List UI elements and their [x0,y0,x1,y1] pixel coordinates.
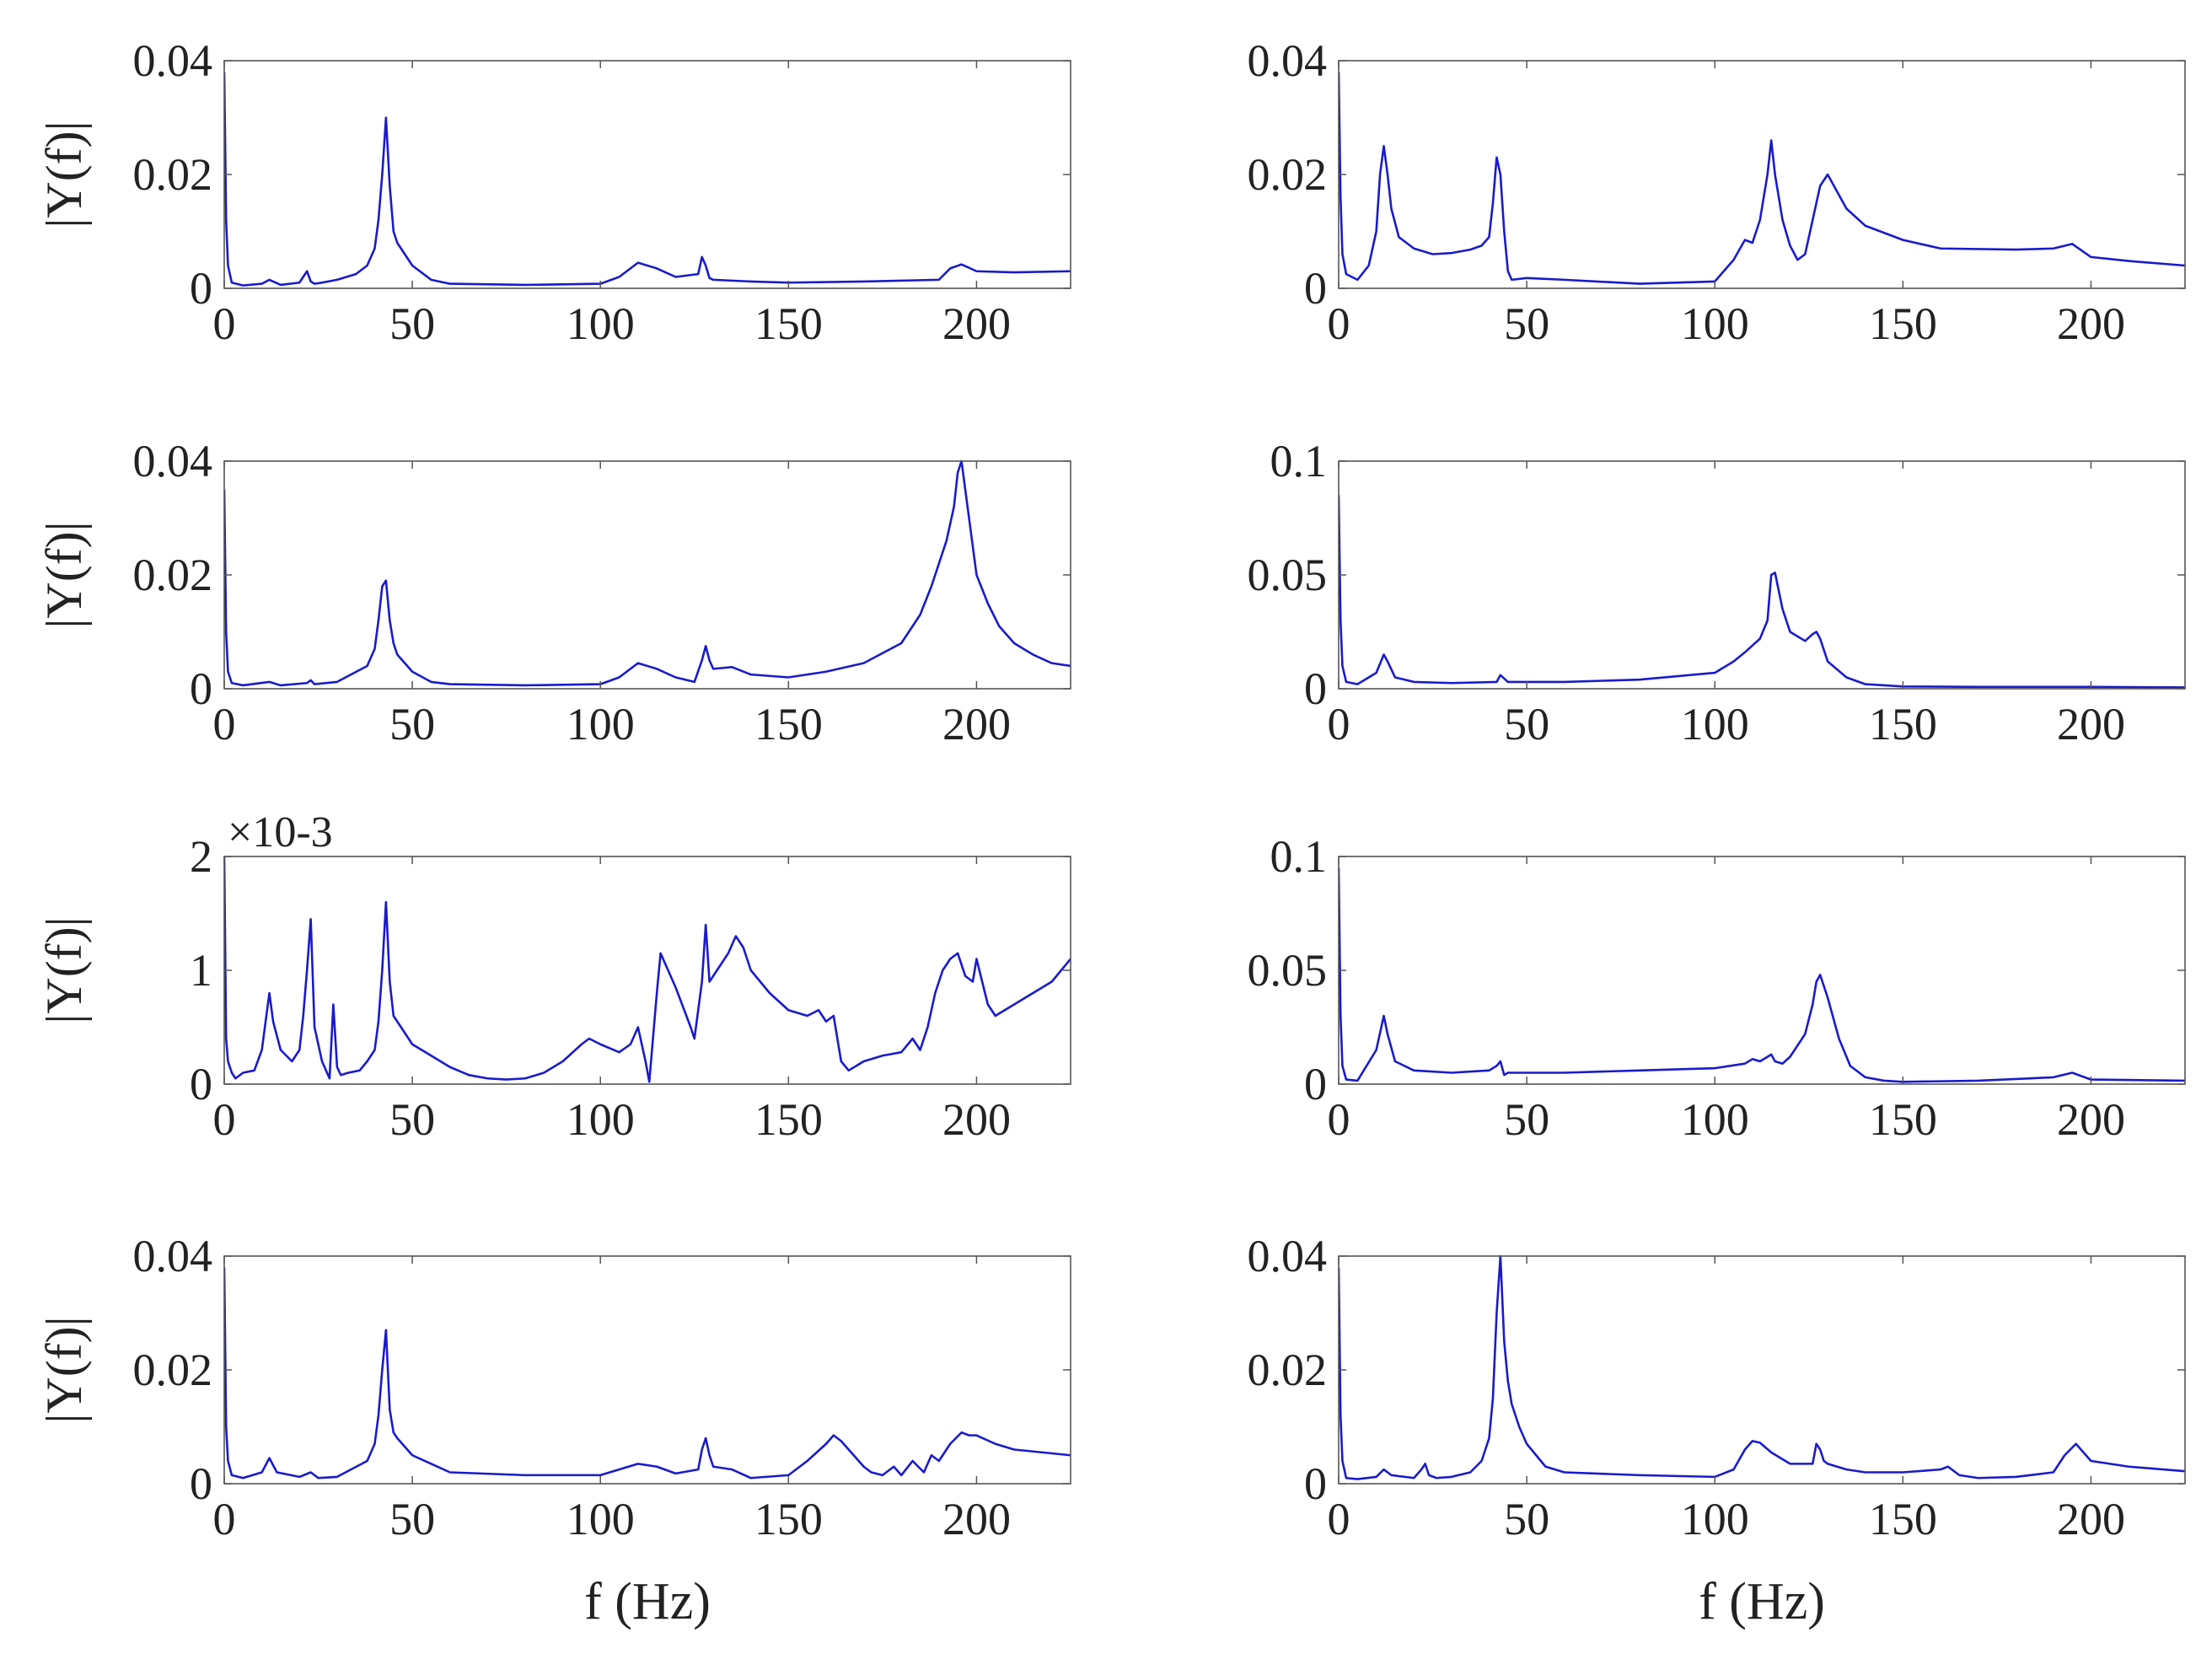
x-tick-label: 200 [942,298,1011,349]
y-tick-label: 0 [190,663,212,714]
y-tick-label: 0.02 [133,149,213,200]
panel-row4-right: 0 50 100 150 200 0 0.02 0.04 f (Hz) [1248,1231,2186,1630]
y-tick-label: 0.04 [1248,1231,1328,1281]
y-tick-label: 0.04 [133,35,213,86]
y-tick-label: 2 [190,831,212,882]
y-axis-label: |Y(f)| [36,521,92,628]
panel-row3-right: 0 50 100 150 200 0 0.05 0.1 [1248,831,2186,1145]
y-tick-label: 0.1 [1270,831,1328,882]
series-line-spectrum [224,459,1071,687]
axes-frame [223,460,1071,690]
x-tick-label: 150 [1869,298,1937,349]
y-exponent-label: ×10-3 [228,808,333,856]
y-tick-label: 0.04 [133,1231,213,1281]
axes-frame [1338,60,2186,289]
y-tick-label: 0.05 [1248,945,1328,996]
y-tick-label: 0 [1304,263,1327,314]
x-tick-label: 150 [754,1094,823,1145]
y-tick-label: 0 [190,1458,212,1509]
x-tick-label: 100 [566,1494,635,1544]
series-line-spectrum [224,856,1071,1083]
series-line-spectrum [1339,72,2185,285]
x-tick-label: 50 [389,1494,435,1544]
x-tick-label: 150 [754,699,823,749]
x-tick-label: 150 [754,1494,823,1544]
series-line-spectrum [1339,495,2185,689]
y-axis-label: |Y(f)| [36,121,92,228]
x-axis-label: f (Hz) [584,1573,711,1630]
panel-row1-left: 0 50 100 150 200 0 0.02 0.04 |Y(f)| [36,35,1071,349]
x-tick-label: 200 [2057,1494,2125,1544]
x-tick-label: 200 [2057,1094,2125,1145]
x-tick-label: 150 [754,298,823,349]
series-line-spectrum [224,72,1071,287]
y-tick-label: 0.02 [133,550,213,600]
axes-frame [1338,1255,2186,1485]
y-tick-label: 0 [1304,663,1327,714]
x-tick-label: 50 [1504,1094,1549,1145]
x-tick-label: 100 [1681,699,1749,749]
axes-frame [223,60,1071,289]
x-tick-label: 150 [1869,699,1937,749]
axes-frame [1338,856,2186,1085]
x-tick-label: 0 [1328,1494,1350,1544]
x-tick-label: 50 [389,298,435,349]
y-axis-label: |Y(f)| [36,1316,92,1423]
x-tick-label: 100 [566,1094,635,1145]
x-tick-label: 50 [389,1094,435,1145]
x-tick-label: 0 [213,699,236,749]
x-tick-label: 200 [2057,298,2125,349]
series-line-spectrum [224,1267,1071,1479]
y-tick-label: 0 [190,263,212,314]
y-tick-label: 0.02 [1248,1345,1328,1395]
panel-row3-left: 0 50 100 150 200 0 1 2 |Y(f)| ×10-3 [36,808,1071,1145]
x-tick-label: 0 [213,1494,236,1544]
series-line-spectrum [1339,867,2185,1083]
x-tick-label: 150 [1869,1094,1937,1145]
x-tick-label: 50 [1504,298,1549,349]
x-tick-label: 50 [1504,699,1549,749]
y-tick-label: 0.05 [1248,550,1328,600]
y-axis-label: |Y(f)| [36,916,92,1023]
x-tick-label: 0 [1328,298,1350,349]
x-tick-label: 200 [2057,699,2125,749]
y-tick-label: 0.02 [1248,149,1328,200]
y-tick-label: 0 [1304,1458,1327,1509]
x-tick-label: 200 [942,699,1011,749]
panel-row1-right: 0 50 100 150 200 0 0.02 0.04 [1248,35,2186,349]
x-tick-label: 50 [1504,1494,1549,1544]
x-tick-label: 0 [213,298,236,349]
x-tick-label: 100 [566,298,635,349]
panel-row2-right: 0 50 100 150 200 0 0.05 0.1 [1248,436,2186,749]
x-tick-label: 0 [1328,1094,1350,1145]
y-tick-label: 0.02 [133,1345,213,1395]
y-tick-label: 0.1 [1270,436,1328,486]
y-tick-label: 0 [1304,1059,1327,1109]
y-tick-label: 1 [190,945,212,996]
series-line-spectrum [1339,1254,2185,1480]
x-tick-label: 200 [942,1094,1011,1145]
x-tick-label: 100 [1681,1494,1749,1544]
x-tick-label: 200 [942,1494,1011,1544]
x-tick-label: 150 [1869,1494,1937,1544]
x-tick-label: 0 [1328,699,1350,749]
x-tick-label: 100 [1681,1094,1749,1145]
y-tick-label: 0.04 [1248,35,1328,86]
x-tick-label: 100 [1681,298,1749,349]
axes-frame [1338,460,2186,690]
panel-row4-left: 0 50 100 150 200 0 0.02 0.04 |Y(f)| f (Hz) [36,1231,1071,1630]
y-tick-label: 0 [190,1059,212,1109]
x-tick-label: 0 [213,1094,236,1145]
x-tick-label: 50 [389,699,435,749]
axes-frame [223,1255,1071,1485]
x-tick-label: 100 [566,699,635,749]
x-axis-label: f (Hz) [1699,1573,1825,1630]
y-tick-label: 0.04 [133,436,213,486]
panel-row2-left: 0 50 100 150 200 0 0.02 0.04 |Y(f)| [36,436,1071,749]
